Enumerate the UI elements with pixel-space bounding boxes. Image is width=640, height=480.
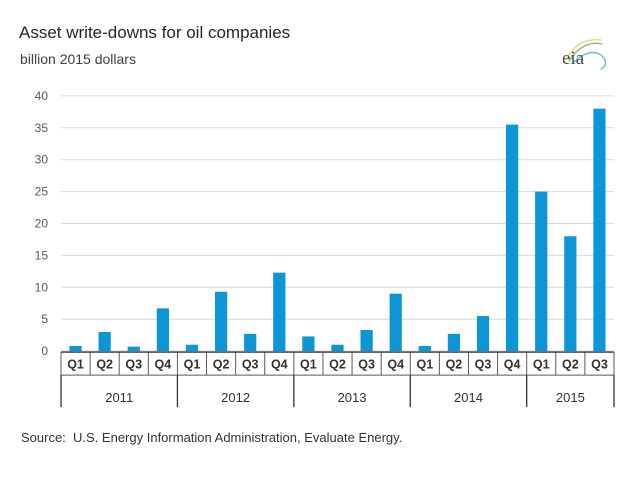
svg-text:20: 20: [35, 217, 49, 231]
svg-text:Q1: Q1: [416, 358, 433, 372]
svg-text:2013: 2013: [338, 390, 367, 405]
svg-text:2012: 2012: [221, 390, 250, 405]
svg-text:Q3: Q3: [358, 358, 375, 372]
svg-text:0: 0: [41, 344, 48, 358]
svg-text:Q1: Q1: [67, 358, 84, 372]
svg-text:35: 35: [35, 121, 49, 135]
svg-text:2011: 2011: [105, 390, 133, 405]
svg-text:5: 5: [41, 312, 48, 326]
svg-text:Q1: Q1: [533, 358, 550, 372]
svg-text:Q3: Q3: [475, 358, 492, 372]
svg-text:Q2: Q2: [562, 358, 579, 372]
svg-text:2015: 2015: [556, 390, 585, 405]
svg-text:Q4: Q4: [155, 358, 172, 372]
svg-text:Q2: Q2: [446, 358, 463, 372]
svg-text:Q2: Q2: [329, 358, 346, 372]
svg-text:15: 15: [35, 248, 49, 262]
svg-text:Q1: Q1: [184, 358, 201, 372]
svg-text:Q4: Q4: [271, 358, 288, 372]
svg-text:10: 10: [35, 280, 49, 294]
svg-text:Q4: Q4: [504, 358, 521, 372]
svg-text:40: 40: [35, 89, 49, 103]
svg-text:Q3: Q3: [591, 358, 608, 372]
svg-text:Q3: Q3: [125, 358, 142, 372]
svg-text:Q2: Q2: [213, 358, 230, 372]
svg-text:Q1: Q1: [300, 358, 317, 372]
svg-text:25: 25: [35, 185, 49, 199]
svg-text:Q2: Q2: [96, 358, 113, 372]
svg-text:2014: 2014: [454, 390, 483, 405]
svg-text:30: 30: [35, 153, 49, 167]
svg-text:Q4: Q4: [387, 358, 404, 372]
svg-text:Q3: Q3: [242, 358, 259, 372]
